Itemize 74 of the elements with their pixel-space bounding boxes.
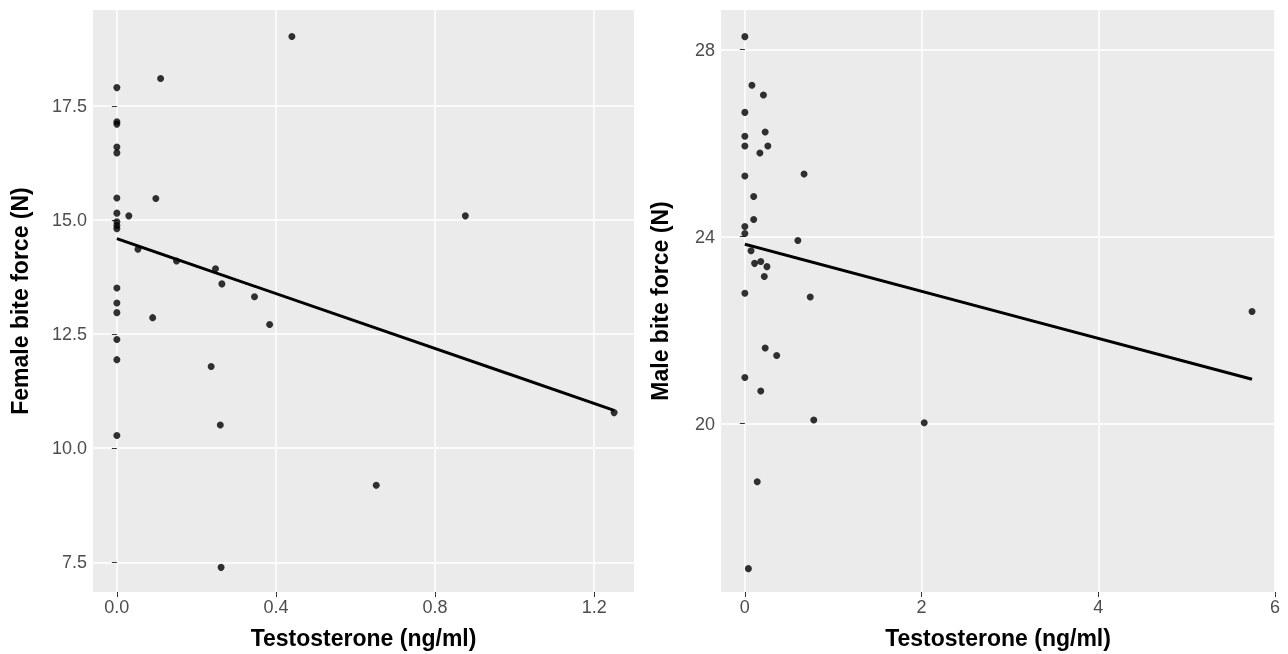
x-axis-title: Testosterone (ng/ml) xyxy=(250,624,477,651)
point xyxy=(759,91,767,99)
point xyxy=(760,272,768,280)
point xyxy=(113,336,121,344)
point xyxy=(266,321,274,329)
y-tick-label: 17.5 xyxy=(51,95,87,116)
point xyxy=(741,172,749,180)
point xyxy=(288,32,296,40)
y-tick-label: 12.5 xyxy=(51,324,87,345)
point xyxy=(125,212,133,220)
x-tick-label: 1.2 xyxy=(581,597,607,617)
y-tick-label: 20 xyxy=(694,413,715,434)
point xyxy=(751,259,759,267)
point xyxy=(794,236,802,244)
point xyxy=(764,142,772,150)
point xyxy=(218,280,226,288)
point xyxy=(113,225,121,233)
point xyxy=(750,193,758,201)
point xyxy=(461,212,469,220)
y-tick-label: 10.0 xyxy=(51,438,87,459)
point xyxy=(920,419,928,427)
point xyxy=(113,209,121,217)
point xyxy=(113,149,121,157)
point xyxy=(773,351,781,359)
x-tick-label: 0.4 xyxy=(263,597,289,617)
point xyxy=(761,344,769,352)
point xyxy=(157,74,165,82)
point xyxy=(763,263,771,271)
x-tick-label: 0.0 xyxy=(104,597,130,617)
point xyxy=(747,247,755,255)
y-axis-title: Female bite force (N) xyxy=(6,187,33,415)
point xyxy=(748,81,756,89)
point xyxy=(757,387,765,395)
point xyxy=(217,563,225,571)
point xyxy=(372,481,380,489)
point xyxy=(113,431,121,439)
y-tick-label: 15.0 xyxy=(51,209,87,230)
point xyxy=(149,314,157,322)
point xyxy=(251,293,258,301)
point xyxy=(741,289,749,297)
point xyxy=(741,229,749,237)
point xyxy=(113,309,121,317)
point xyxy=(113,299,121,307)
point xyxy=(753,478,761,486)
point xyxy=(113,194,121,202)
point xyxy=(216,421,224,429)
y-tick-label: 24 xyxy=(694,226,715,247)
point xyxy=(741,222,749,230)
point xyxy=(757,258,765,265)
y-tick-label: 28 xyxy=(694,39,715,60)
point xyxy=(806,293,814,301)
x-tick-label: 4 xyxy=(1093,597,1104,617)
point xyxy=(113,356,121,364)
point xyxy=(207,363,215,370)
point xyxy=(741,132,749,140)
point xyxy=(212,265,220,273)
point xyxy=(113,84,121,92)
point xyxy=(152,195,160,203)
point xyxy=(113,143,121,151)
point xyxy=(741,108,749,116)
point xyxy=(750,215,758,223)
x-tick-label: 0.8 xyxy=(422,597,448,617)
x-tick-label: 6 xyxy=(1269,597,1281,617)
point xyxy=(741,373,749,381)
y-tick-label: 7.5 xyxy=(61,552,87,573)
point xyxy=(741,33,749,41)
x-tick-label: 2 xyxy=(916,597,927,617)
point xyxy=(810,416,818,424)
x-tick-label: 0 xyxy=(739,597,750,617)
x-axis-title: Testosterone (ng/ml) xyxy=(885,624,1111,651)
point xyxy=(741,142,749,150)
point xyxy=(1248,308,1256,316)
point xyxy=(744,565,752,573)
y-axis-title: Male bite force (N) xyxy=(646,201,673,401)
